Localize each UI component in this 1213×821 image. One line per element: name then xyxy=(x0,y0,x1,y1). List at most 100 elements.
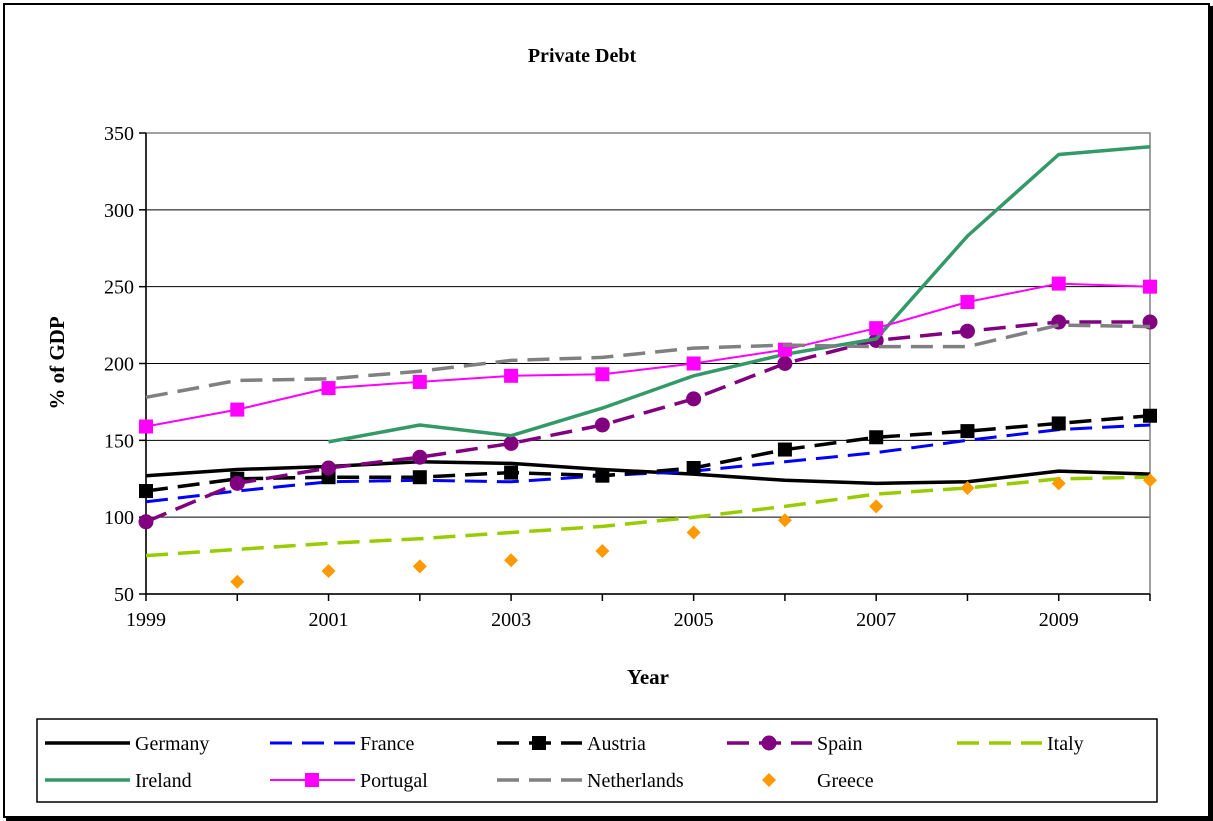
x-tick-label: 2003 xyxy=(491,609,531,631)
legend-marker xyxy=(305,773,319,787)
greece-point xyxy=(869,499,884,514)
legend-item-austria: Austria xyxy=(497,733,646,755)
portugal-point xyxy=(321,381,336,396)
greece-point xyxy=(504,553,519,568)
legend-label: Germany xyxy=(135,733,209,755)
y-tick-label: 150 xyxy=(104,430,134,452)
portugal-point xyxy=(595,367,610,382)
spain-point xyxy=(594,417,610,433)
netherlands-line xyxy=(145,323,1151,400)
spain-point xyxy=(412,449,428,465)
spain-line xyxy=(145,320,1150,524)
legend-label: France xyxy=(360,733,415,755)
austria-point xyxy=(960,424,975,439)
spain-point xyxy=(138,514,154,530)
greece-point xyxy=(1143,473,1157,488)
legend-item-greece: Greece xyxy=(762,770,874,792)
legend-item-ireland: Ireland xyxy=(45,770,192,792)
portugal-point xyxy=(230,402,245,417)
greece-point xyxy=(595,543,610,558)
legend-box xyxy=(36,718,1158,803)
chart-title: Private Debt xyxy=(528,45,637,67)
legend-label: Greece xyxy=(817,770,874,792)
x-axis-label: Year xyxy=(627,665,669,689)
greece-point xyxy=(1051,476,1066,491)
legend-item-portugal: Portugal xyxy=(270,770,428,792)
greece-point xyxy=(412,559,427,574)
series-portugal xyxy=(139,276,1157,434)
france-line xyxy=(145,423,1151,504)
legend-item-spain: Spain xyxy=(727,733,863,755)
y-tick-label: 100 xyxy=(104,507,134,529)
y-tick-label: 50 xyxy=(114,584,134,606)
x-tick-label: 1999 xyxy=(126,609,166,631)
series-layer xyxy=(138,145,1158,589)
austria-point xyxy=(139,484,153,499)
series-france xyxy=(145,423,1151,504)
legend-label: Portugal xyxy=(360,770,428,792)
spain-point xyxy=(777,356,793,371)
series-greece xyxy=(230,473,1157,589)
portugal-point xyxy=(960,295,975,310)
greece-point xyxy=(321,563,336,578)
y-tick-label: 350 xyxy=(104,123,134,145)
austria-point xyxy=(869,430,884,445)
series-italy xyxy=(145,475,1151,558)
portugal-point xyxy=(1143,279,1157,294)
portugal-point xyxy=(686,356,701,371)
portugal-line xyxy=(145,282,1151,428)
legend-marker xyxy=(762,773,776,787)
legend-marker xyxy=(532,736,546,750)
legend-label: Austria xyxy=(587,733,646,755)
series-germany xyxy=(145,460,1151,486)
y-axis-label: % of GDP xyxy=(45,316,69,409)
legend-marker xyxy=(761,735,777,751)
austria-point xyxy=(595,468,610,483)
spain-point xyxy=(959,323,975,339)
legend-label: Italy xyxy=(1047,733,1084,755)
italy-line xyxy=(145,475,1151,558)
legend-item-france: France xyxy=(270,733,415,755)
legend-label: Netherlands xyxy=(587,770,684,792)
greece-point xyxy=(686,525,701,540)
y-axis-ticks: 50 100 150 200 250 300 350 xyxy=(104,123,147,606)
portugal-point xyxy=(412,374,427,389)
series-austria xyxy=(139,408,1157,499)
austria-point xyxy=(1143,408,1157,423)
y-tick-label: 200 xyxy=(104,354,134,376)
portugal-point xyxy=(1051,276,1066,291)
legend: Germany France Austria Spain Italy Ireland Por… xyxy=(45,733,1084,792)
legend-item-italy: Italy xyxy=(957,733,1084,755)
x-tick-label: 2009 xyxy=(1039,609,1079,631)
germany-line xyxy=(145,460,1151,486)
legend-item-netherlands: Netherlands xyxy=(497,770,684,792)
austria-point xyxy=(504,465,519,480)
x-tick-label: 2001 xyxy=(309,609,349,631)
x-tick-label: 2007 xyxy=(856,609,896,631)
austria-point xyxy=(777,442,792,457)
greece-point xyxy=(230,574,245,589)
spain-point xyxy=(321,460,337,476)
spain-point xyxy=(229,475,245,491)
austria-point xyxy=(1051,416,1066,431)
y-tick-label: 250 xyxy=(104,277,134,299)
ireland-line xyxy=(328,145,1151,444)
x-axis-ticks: 1999 2001 2003 2005 2007 2009 xyxy=(126,593,1151,631)
austria-line xyxy=(145,413,1151,493)
portugal-point xyxy=(504,368,519,383)
greece-point xyxy=(960,480,975,495)
spain-point xyxy=(503,435,519,451)
gridlines xyxy=(146,209,1150,518)
portugal-point xyxy=(869,321,884,336)
x-tick-label: 2005 xyxy=(674,609,714,631)
austria-point xyxy=(412,470,427,485)
legend-label: Ireland xyxy=(135,770,192,792)
chart-frame xyxy=(3,3,1210,818)
y-tick-label: 300 xyxy=(104,200,134,222)
greece-point xyxy=(777,513,792,528)
austria-point xyxy=(686,460,701,475)
legend-item-germany: Germany xyxy=(45,733,209,755)
portugal-point xyxy=(139,419,153,434)
legend-label: Spain xyxy=(817,733,863,755)
